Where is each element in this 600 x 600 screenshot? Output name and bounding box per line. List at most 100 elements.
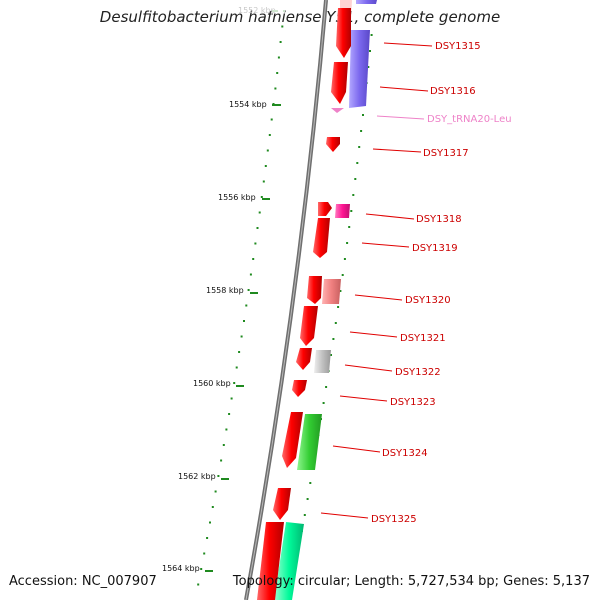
outer-dot [358,146,361,148]
gene-label-trna20-leu[interactable]: DSY_tRNA20-Leu [427,114,512,125]
cog-bar-magenta[interactable] [335,204,350,218]
outer-dot [303,514,306,516]
cds-track [257,8,351,600]
tick-dot [243,320,245,322]
trna-arrow-leu[interactable] [331,108,344,113]
gene-label-dsy1322[interactable]: DSY1322 [395,367,441,378]
gene-arrow-next[interactable] [257,522,284,600]
tick-dot [276,72,279,74]
gene-label-dsy1325[interactable]: DSY1325 [371,514,417,525]
tick-label: 1562 kbp [178,472,216,481]
gene-arrow-dsy1325[interactable] [273,488,291,520]
tick-label: 1554 kbp [229,100,267,109]
tick-label: 1552 kbp [238,6,276,15]
gene-label-dsy1324[interactable]: DSY1324 [382,448,428,459]
tick-dot [211,506,214,508]
tick-mark [236,385,244,387]
tick-dot [279,41,282,43]
outer-dot [346,242,349,244]
gene-label-dsy1319[interactable]: DSY1319 [412,243,458,254]
outer-dot [330,354,332,356]
tick-dot [245,304,248,307]
tick-dot [200,568,203,570]
gene-arrow-dsy1315[interactable] [336,8,351,58]
tick-dot [254,242,257,245]
tick-dot [209,521,211,524]
outer-dot [354,178,357,180]
gene-label-dsy1316[interactable]: DSY1316 [430,86,476,97]
tick-mark [262,198,270,200]
tick-dot [281,25,284,28]
tick-dot [230,397,233,400]
tick-dot [238,351,241,353]
gene-arrow-dsy1321[interactable] [300,306,318,346]
genome-backbone-highlight [245,0,327,600]
tick-dot [260,196,263,198]
outer-dot [332,338,335,340]
outer-dot [370,34,373,36]
gene-label-dsy1323[interactable]: DSY1323 [390,397,436,408]
tick-track [197,10,285,586]
gene-arrow-dsy1319[interactable] [313,218,330,258]
gene-arrow-dsy1318[interactable] [318,202,332,216]
gene-arrow-dsy1322[interactable] [296,348,312,370]
outer-dot [348,226,351,228]
tick-label: 1560 kbp [193,379,231,388]
outer-dot [360,130,363,132]
outer-dot [337,306,340,308]
outer-dot [341,274,344,276]
tick-mark [205,570,213,572]
outer-dot [362,114,364,116]
tick-label: 1558 kbp [206,286,244,295]
genome-summary-text: Topology: circular; Length: 5,727,534 bp… [232,574,590,589]
gene-labels: DSY1315 DSY1316 DSY_tRNA20-Leu DSY1317 D… [320,41,512,525]
outer-dot [352,194,355,196]
outer-dot [322,402,325,404]
cog-bar-gray[interactable] [314,350,331,373]
tick-dot [206,537,209,539]
gene-label-dsy1317[interactable]: DSY1317 [423,148,469,159]
cog-bar-purple[interactable] [349,30,370,108]
tick-dot [264,165,267,167]
gene-label-dsy1320[interactable]: DSY1320 [405,295,451,306]
tick-dot [197,583,200,586]
outer-dot [325,386,328,388]
outer-dot [350,210,353,212]
outer-dot [367,66,370,68]
gene-arrow-dsy1317[interactable] [326,137,340,152]
cog-bar-teal[interactable] [274,522,304,600]
tick-dot [252,258,255,260]
gene-label-dsy1318[interactable]: DSY1318 [416,214,462,225]
tick-mark [272,10,278,12]
gene-arrow-dsy1316[interactable] [331,62,348,104]
cog-track [274,0,378,600]
tick-dot [270,118,273,121]
tick-dot [225,428,228,431]
tick-label: 1564 kbp [162,564,200,573]
accession-text: Accession: NC_007907 [9,574,157,589]
gene-label-dsy1315[interactable]: DSY1315 [435,41,481,52]
tick-dot [240,335,243,338]
tick-dot [249,273,252,276]
cog-bar-green[interactable] [297,414,322,470]
gene-arrow-dsy1324[interactable] [282,412,303,468]
cog-bar-salmon[interactable] [322,279,341,304]
tick-dot [217,475,220,477]
tick-dot [256,227,259,229]
outer-dot [343,258,346,260]
cog-bar-blue[interactable] [356,0,378,4]
tick-dot [228,413,231,415]
tick-mark [272,104,281,106]
tick-dot [274,87,277,90]
tick-dot [268,134,271,136]
gene-label-dsy1321[interactable]: DSY1321 [400,333,446,344]
tick-dot [203,552,206,555]
gene-arrow-dsy1323[interactable] [292,380,307,397]
tick-dot [222,444,225,446]
tick-mark [221,478,229,480]
outer-dot [306,498,309,500]
tick-dot [258,211,261,214]
outer-dot [334,322,337,324]
gene-arrow-dsy1320[interactable] [307,276,322,304]
